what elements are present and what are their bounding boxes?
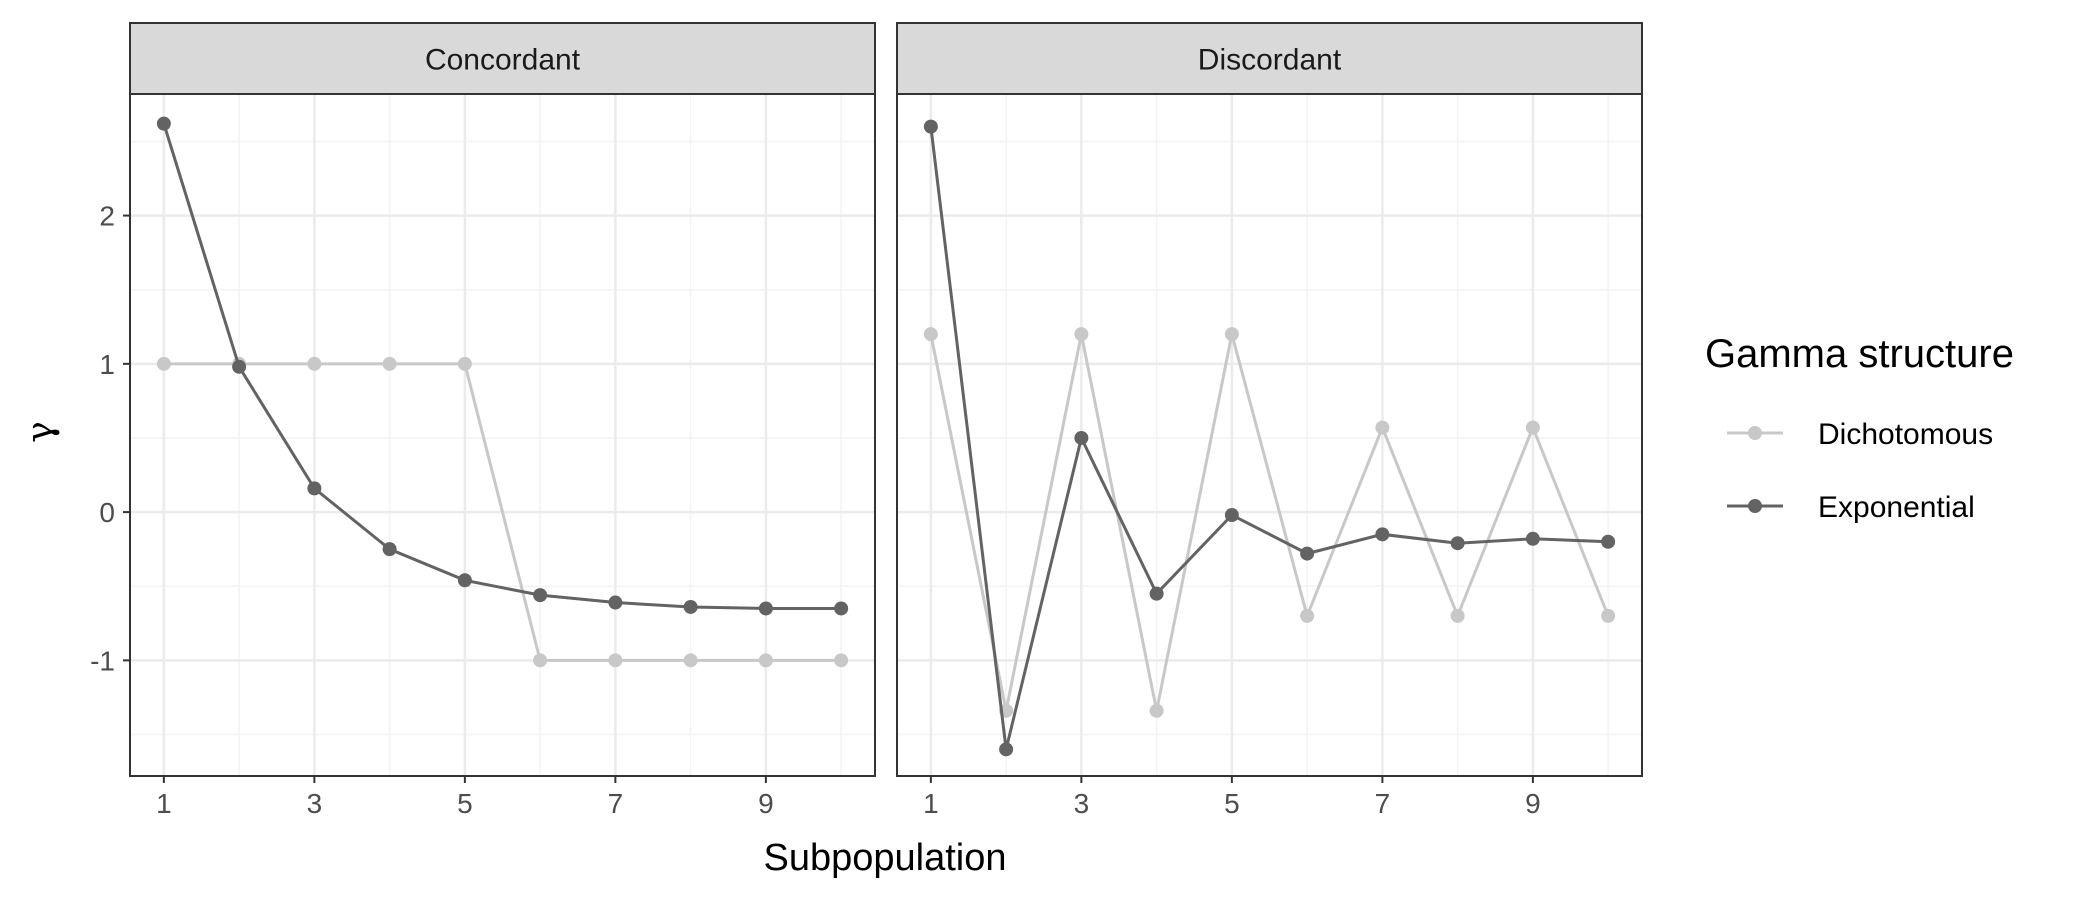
x-tick-label: 3 [1074, 788, 1090, 819]
legend-title: Gamma structure [1705, 332, 2014, 376]
facet-strip-label: Concordant [425, 44, 581, 77]
x-tick-label: 5 [457, 788, 473, 819]
y-tick-label: 0 [99, 497, 115, 528]
point-dichotomous [1300, 608, 1315, 623]
point-exponential [533, 588, 548, 603]
x-tick-label: 3 [307, 788, 323, 819]
series-line-exponential [929, 126, 1609, 750]
point-dichotomous [1450, 608, 1465, 623]
point-dichotomous [1149, 703, 1164, 718]
point-exponential [1224, 508, 1239, 523]
x-tick-label: 9 [758, 788, 774, 819]
point-dichotomous [307, 356, 322, 371]
legend-label-exponential: Exponential [1818, 491, 1975, 524]
legend-key-point-exponential [1748, 499, 1762, 513]
point-dichotomous [1224, 327, 1239, 342]
panel-background [897, 94, 1642, 776]
point-dichotomous [683, 653, 698, 668]
y-axis-title: γ [20, 421, 61, 443]
point-exponential [1601, 534, 1616, 549]
legend-label-dichotomous: Dichotomous [1818, 418, 1993, 451]
panel-background [130, 94, 875, 776]
point-exponential [1149, 586, 1164, 601]
point-dichotomous [758, 653, 773, 668]
panel-discordant: Discordant 1 3 5 7 9 [896, 22, 1643, 819]
point-exponential [457, 573, 472, 588]
point-exponential [923, 119, 938, 134]
x-axis-title: Subpopulation [764, 837, 1007, 879]
panel-concordant: Concordant 1 3 5 7 9 [129, 22, 876, 819]
series-line-dichotomous [163, 362, 842, 662]
point-dichotomous [457, 356, 472, 371]
facet-strip-label: Discordant [1198, 44, 1342, 77]
point-exponential [1450, 536, 1465, 551]
point-dichotomous [533, 653, 548, 668]
point-dichotomous [1525, 420, 1540, 435]
x-tick-label: 1 [156, 788, 172, 819]
x-tick-label: 7 [1375, 788, 1391, 819]
x-tick-label: 1 [923, 788, 939, 819]
facet-strip [896, 22, 1643, 95]
point-exponential [156, 116, 171, 131]
point-exponential [999, 742, 1014, 757]
series-line-dichotomous [929, 333, 1610, 712]
point-exponential [834, 601, 849, 616]
legend: Gamma structure Dichotomous Exponential [1705, 332, 2014, 524]
y-tick-label: 1 [99, 349, 115, 380]
facet-strip [129, 22, 876, 95]
panels: Concordant 1 3 5 7 9 Discordant 1 3 5 7 9 [129, 22, 1643, 819]
point-dichotomous [608, 653, 623, 668]
point-exponential [307, 481, 322, 496]
point-exponential [758, 601, 773, 616]
y-tick-label: 2 [99, 201, 115, 232]
series-line-exponential [162, 123, 842, 610]
point-exponential [1074, 430, 1089, 445]
point-exponential [683, 599, 698, 614]
point-exponential [382, 542, 397, 557]
legend-key-point-dichotomous [1748, 426, 1762, 440]
point-dichotomous [156, 356, 171, 371]
point-dichotomous [382, 356, 397, 371]
x-tick-label: 9 [1525, 788, 1541, 819]
point-dichotomous [1074, 327, 1089, 342]
point-dichotomous [1375, 420, 1390, 435]
point-exponential [1525, 531, 1540, 546]
point-exponential [232, 359, 247, 374]
point-exponential [1300, 546, 1315, 561]
x-tick-label: 7 [608, 788, 624, 819]
point-dichotomous [923, 327, 938, 342]
y-tick-label: -1 [90, 645, 115, 676]
point-exponential [1375, 527, 1390, 542]
point-dichotomous [834, 653, 849, 668]
point-dichotomous [1601, 608, 1616, 623]
point-exponential [608, 595, 623, 610]
y-axis: -1 0 1 2 [90, 201, 130, 676]
x-tick-label: 5 [1224, 788, 1240, 819]
